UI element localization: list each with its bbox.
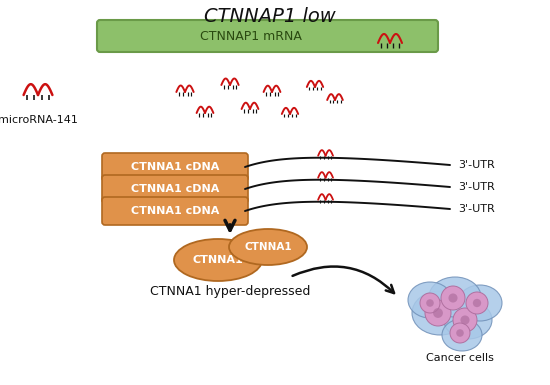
Circle shape — [441, 286, 465, 310]
Text: CTNNA1 cDNA: CTNNA1 cDNA — [131, 184, 219, 194]
Ellipse shape — [444, 301, 492, 339]
Circle shape — [460, 315, 470, 325]
Text: 3'-UTR: 3'-UTR — [458, 160, 495, 170]
Text: 3'-UTR: 3'-UTR — [458, 182, 495, 192]
Ellipse shape — [174, 239, 262, 281]
Text: Cancer cells: Cancer cells — [426, 353, 494, 363]
Text: CTNNAP1 low: CTNNAP1 low — [204, 7, 336, 26]
Ellipse shape — [229, 229, 307, 265]
Circle shape — [433, 308, 443, 318]
Text: 3'-UTR: 3'-UTR — [458, 204, 495, 214]
Circle shape — [450, 323, 470, 343]
Circle shape — [453, 308, 477, 332]
Ellipse shape — [458, 285, 502, 321]
Circle shape — [473, 299, 481, 307]
Ellipse shape — [429, 277, 481, 317]
FancyBboxPatch shape — [102, 175, 248, 203]
Text: microRNA-141: microRNA-141 — [0, 115, 78, 125]
FancyBboxPatch shape — [97, 20, 438, 52]
Text: CTNNAP1 mRNA: CTNNAP1 mRNA — [200, 30, 302, 42]
Text: CTNNA1: CTNNA1 — [192, 255, 243, 265]
Circle shape — [448, 293, 458, 303]
Ellipse shape — [442, 319, 482, 351]
Text: CTNNA1 cDNA: CTNNA1 cDNA — [131, 162, 219, 172]
FancyBboxPatch shape — [102, 153, 248, 181]
Text: CTNNA1 cDNA: CTNNA1 cDNA — [131, 206, 219, 216]
FancyBboxPatch shape — [102, 197, 248, 225]
Circle shape — [425, 300, 451, 326]
Text: CTNNA1: CTNNA1 — [244, 242, 292, 252]
Circle shape — [466, 292, 488, 314]
Circle shape — [456, 329, 464, 337]
Circle shape — [420, 293, 440, 313]
Circle shape — [426, 299, 434, 307]
Text: CTNNA1 hyper-depressed: CTNNA1 hyper-depressed — [150, 285, 310, 298]
Ellipse shape — [408, 282, 452, 318]
Ellipse shape — [412, 291, 468, 335]
